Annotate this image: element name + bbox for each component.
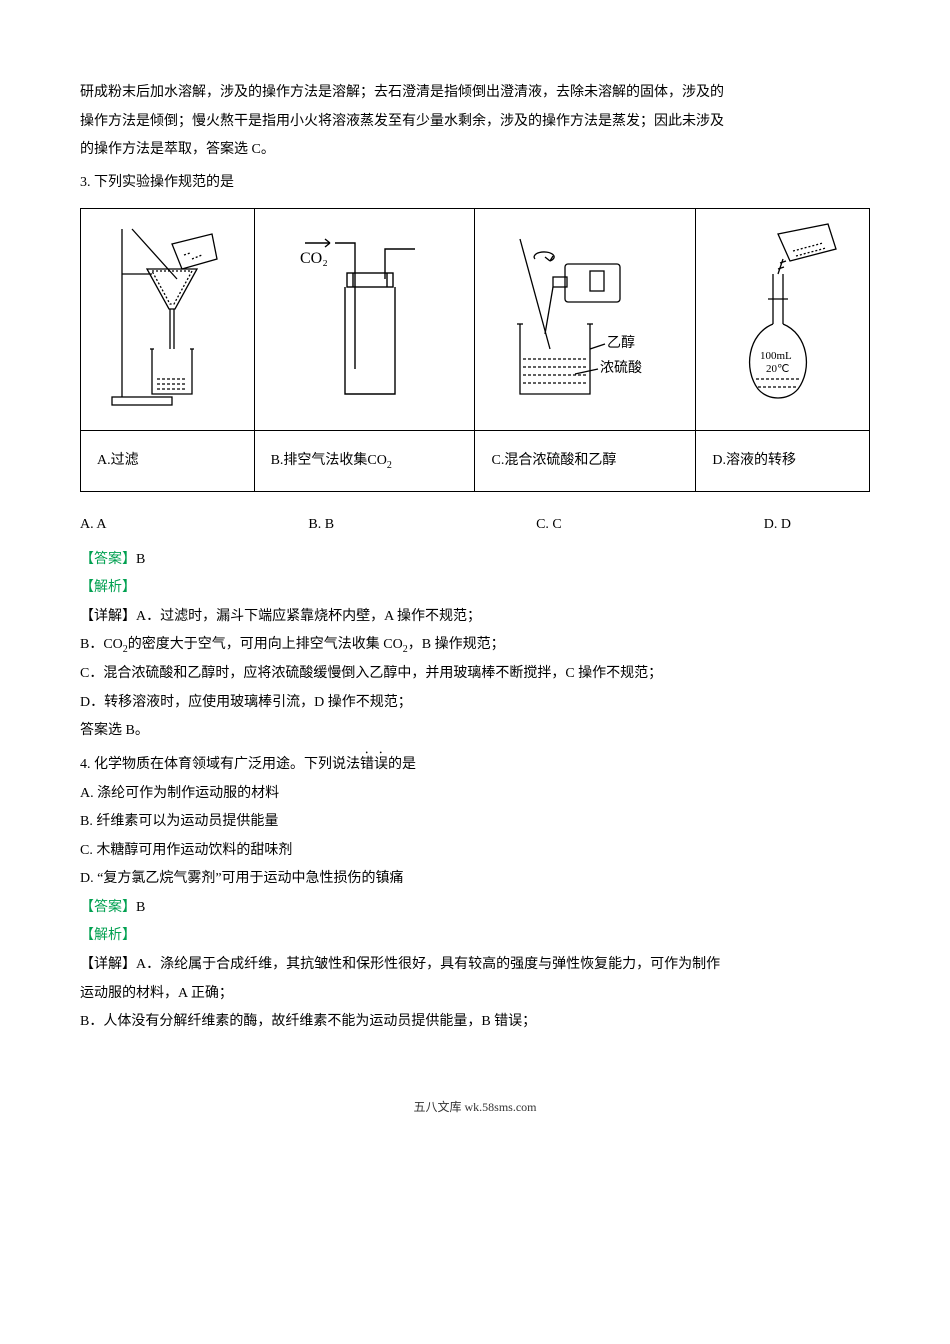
q4-stem-suffix: 的是 <box>388 757 416 772</box>
q3-diagram-table: CO₂ <box>80 208 870 492</box>
answer-label-2: 【答案】 <box>80 900 136 915</box>
q4-detail-a1: 【详解】A．涤纶属于合成纤维，其抗皱性和保形性很好，具有较高的强度与弹性恢复能力… <box>80 952 870 979</box>
ethanol-label: 乙醇 <box>607 334 635 351</box>
flask-temp-label: 20℃ <box>766 363 789 375</box>
q3-label-a: A.过滤 <box>81 430 255 491</box>
flask-vol-label: 100mL <box>760 350 792 362</box>
q4-detail-a2: 运动服的材料，A 正确； <box>80 981 870 1008</box>
intro-line-2: 操作方法是倾倒；慢火熬干是指用小火将溶液蒸发至有少量水剩余，涉及的操作方法是蒸发… <box>80 109 870 136</box>
q3-cell-c-img: 乙醇 浓硫酸 <box>475 209 696 431</box>
mixing-diagram: 乙醇 浓硫酸 <box>495 219 675 409</box>
transfer-diagram: 100mL 20℃ <box>718 219 848 409</box>
q3-label-b: B.排空气法收集CO2 <box>254 430 475 491</box>
q3-label-b-formula: CO <box>367 453 386 468</box>
q4-stem-emph: 错误 <box>360 757 388 772</box>
q3-detail-d: D．转移溶液时，应使用玻璃棒引流，D 操作不规范； <box>80 690 870 717</box>
q3-detail-b-prefix: B．CO <box>80 637 123 652</box>
q3-label-d: D.溶液的转移 <box>696 430 870 491</box>
sulfuric-label: 浓硫酸 <box>600 360 642 376</box>
q3-analysis-label: 【解析】 <box>80 575 870 602</box>
q3-answer-value: B <box>136 552 145 567</box>
q4-analysis-label: 【解析】 <box>80 923 870 950</box>
answer-label: 【答案】 <box>80 552 136 567</box>
q4-answer: 【答案】B <box>80 895 870 922</box>
q3-stem: 3. 下列实验操作规范的是 <box>80 170 870 197</box>
q3-cell-a-img <box>81 209 255 431</box>
q4-answer-value: B <box>136 900 145 915</box>
q4-opt-a: A. 涤纶可作为制作运动服的材料 <box>80 781 870 808</box>
q3-detail-a: 【详解】A．过滤时，漏斗下端应紧靠烧杯内壁，A 操作不规范； <box>80 604 870 631</box>
q4-stem: 4. 化学物质在体育领域有广泛用途。下列说法错误的是 <box>80 749 870 779</box>
q4-opt-b: B. 纤维素可以为运动员提供能量 <box>80 809 870 836</box>
q3-answer: 【答案】B <box>80 547 870 574</box>
q3-detail-b-mid: 的密度大于空气，可用向上排空气法收集 CO <box>128 637 403 652</box>
q3-opt-d: D. D <box>764 512 791 539</box>
q3-options: A. A B. B C. C D. D <box>80 512 791 539</box>
q3-cell-d-img: 100mL 20℃ <box>696 209 870 431</box>
q3-label-b-sub: 2 <box>387 459 392 470</box>
q3-label-c: C.混合浓硫酸和乙醇 <box>475 430 696 491</box>
q3-opt-c: C. C <box>536 512 562 539</box>
q3-label-b-prefix: B.排空气法收集 <box>271 453 368 468</box>
q3-cell-b-img: CO₂ <box>254 209 475 431</box>
gas-collection-diagram: CO₂ <box>275 219 455 409</box>
q3-detail-b-suffix: ，B 操作规范； <box>408 637 505 652</box>
q3-conclusion: 答案选 B。 <box>80 718 870 745</box>
q3-opt-a: A. A <box>80 512 106 539</box>
q3-detail-c: C．混合浓硫酸和乙醇时，应将浓硫酸缓慢倒入乙醇中，并用玻璃棒不断搅拌，C 操作不… <box>80 661 870 688</box>
page-footer: 五八文库 wk.58sms.com <box>80 1096 870 1119</box>
q3-detail-b: B．CO2的密度大于空气，可用向上排空气法收集 CO2，B 操作规范； <box>80 632 870 659</box>
q3-opt-b: B. B <box>308 512 334 539</box>
q4-stem-prefix: 4. 化学物质在体育领域有广泛用途。下列说法 <box>80 757 360 772</box>
filtration-diagram <box>102 219 232 409</box>
q4-opt-d: D. “复方氯乙烷气雾剂”可用于运动中急性损伤的镇痛 <box>80 866 870 893</box>
q4-opt-c: C. 木糖醇可用作运动饮料的甜味剂 <box>80 838 870 865</box>
intro-line-1: 研成粉末后加水溶解，涉及的操作方法是溶解；去石澄清是指倾倒出澄清液，去除未溶解的… <box>80 80 870 107</box>
intro-line-3: 的操作方法是萃取，答案选 C。 <box>80 137 870 164</box>
co2-label: CO₂ <box>300 250 328 267</box>
q4-detail-b: B．人体没有分解纤维素的酶，故纤维素不能为运动员提供能量，B 错误； <box>80 1009 870 1036</box>
